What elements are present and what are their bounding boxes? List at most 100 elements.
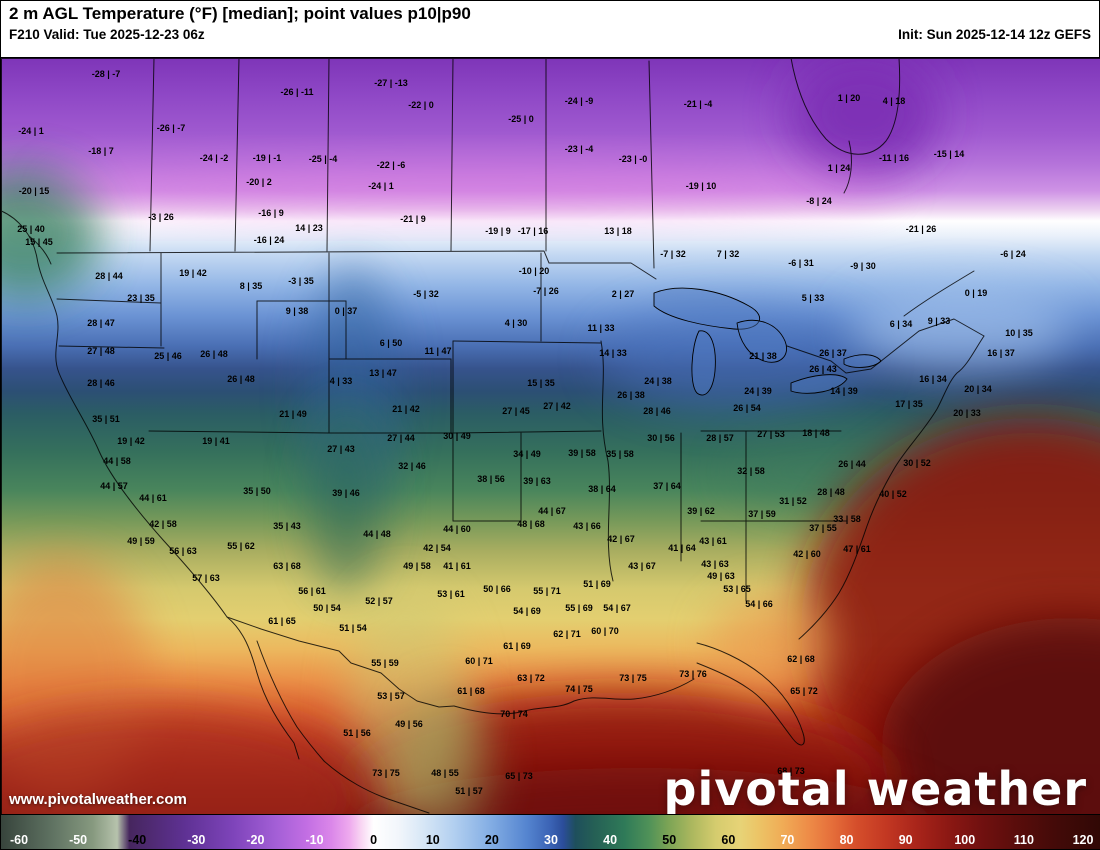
point-value: 27 | 48 <box>87 346 115 356</box>
point-value: 30 | 49 <box>443 431 471 441</box>
point-value: 39 | 63 <box>523 476 551 486</box>
point-value: 43 | 67 <box>628 561 656 571</box>
point-value: 50 | 54 <box>313 603 341 613</box>
watermark-brand: pivotal weather <box>663 762 1087 816</box>
colorbar-tick-label: 30 <box>544 833 558 847</box>
point-value: 51 | 54 <box>339 623 367 633</box>
point-value: -21 | 26 <box>905 224 937 234</box>
map-canvas: -28 | -7 -27 | -13 -26 | -11 -24 | -9 -22 | … <box>1 58 1100 816</box>
colorbar: -60 -50 -40 -30 -20 -10 0 10 20 30 40 50 60 70 80 90 100… <box>1 814 1100 849</box>
point-value: 0 | 37 <box>334 306 358 316</box>
point-value: 38 | 56 <box>477 474 505 484</box>
colorbar-tick-label: 110 <box>1013 833 1034 847</box>
point-value: 53 | 61 <box>437 589 465 599</box>
point-value: 49 | 59 <box>127 536 155 546</box>
point-value: 28 | 48 <box>817 487 845 497</box>
point-value: 63 | 72 <box>517 673 545 683</box>
point-value: 28 | 46 <box>87 378 115 388</box>
point-value: 28 | 57 <box>706 433 734 443</box>
point-value: 65 | 73 <box>505 771 533 781</box>
point-value: 42 | 58 <box>149 519 177 529</box>
point-value: 5 | 33 <box>801 293 825 303</box>
colorbar-ticks: -60 -50 -40 -30 -20 -10 0 10 20 30 40 50 60 70 80 90 100… <box>1 815 1100 850</box>
point-value: 55 | 62 <box>227 541 255 551</box>
point-value: 28 | 46 <box>643 406 671 416</box>
point-value: -19 | -1 <box>252 153 282 163</box>
point-value: 25 | 40 <box>17 224 45 234</box>
point-value: 11 | 47 <box>424 346 452 356</box>
point-value: 28 | 44 <box>95 271 123 281</box>
point-value: -11 | 16 <box>878 153 910 163</box>
point-value: 49 | 63 <box>707 571 735 581</box>
valid-time-label: F210 Valid: Tue 2025-12-23 06z <box>9 27 205 42</box>
point-value: 32 | 58 <box>737 466 765 476</box>
point-value: 51 | 57 <box>455 786 483 796</box>
init-time-label: Init: Sun 2025-12-14 12z GEFS <box>898 27 1091 42</box>
point-value: -24 | 1 <box>368 181 394 191</box>
point-value: 23 | 35 <box>127 293 155 303</box>
point-value: 1 | 20 <box>837 93 861 103</box>
point-value: -19 | 10 <box>685 181 717 191</box>
point-value: 20 | 34 <box>964 384 992 394</box>
point-value: -3 | 26 <box>148 212 174 222</box>
point-value: -16 | 24 <box>253 235 285 245</box>
point-value: 1 | 24 <box>827 163 851 173</box>
point-value: 34 | 49 <box>513 449 541 459</box>
point-value: 51 | 69 <box>583 579 611 589</box>
point-value: 14 | 39 <box>830 386 858 396</box>
temperature-anomaly-blobs <box>1 58 1100 816</box>
colorbar-tick-label: 0 <box>370 833 378 847</box>
point-value: 33 | 58 <box>833 514 861 524</box>
point-value: 17 | 35 <box>895 399 923 409</box>
point-value: 62 | 68 <box>787 654 815 664</box>
point-value: 6 | 34 <box>889 319 913 329</box>
point-value: 4 | 18 <box>882 96 906 106</box>
point-value: 19 | 42 <box>117 436 145 446</box>
point-value: 73 | 75 <box>619 673 647 683</box>
point-value: 44 | 48 <box>363 529 391 539</box>
colorbar-tick-label: 20 <box>484 833 499 847</box>
point-value: 9 | 33 <box>927 316 951 326</box>
point-value: -24 | 1 <box>18 126 44 136</box>
point-value: -8 | 24 <box>806 196 832 206</box>
point-value: -17 | 16 <box>517 226 549 236</box>
point-value: 38 | 64 <box>588 484 616 494</box>
point-value: 55 | 59 <box>371 658 399 668</box>
point-value: 42 | 54 <box>423 543 451 553</box>
temperature-field <box>1 58 1100 816</box>
point-value: -9 | 30 <box>850 261 876 271</box>
point-value: 54 | 67 <box>603 603 631 613</box>
point-values-layer: -28 | -7 -27 | -13 -26 | -11 -24 | -9 -22 | … <box>1 58 1100 816</box>
point-value: 37 | 55 <box>809 523 837 533</box>
watermark-url: www.pivotalweather.com <box>9 791 187 808</box>
point-value: -10 | 20 <box>518 266 550 276</box>
point-value: 27 | 43 <box>327 444 355 454</box>
point-value: -23 | -4 <box>564 144 594 154</box>
colorbar-tick-label: -30 <box>187 833 206 847</box>
point-value: 44 | 57 <box>100 481 128 491</box>
point-value: -6 | 31 <box>788 258 814 268</box>
point-value: -26 | -7 <box>156 123 186 133</box>
point-value: 26 | 54 <box>733 403 761 413</box>
point-value: -19 | 9 <box>485 226 511 236</box>
point-value: 48 | 68 <box>517 519 545 529</box>
colorbar-tick-label: -10 <box>305 833 324 847</box>
geography-borders <box>1 58 1100 816</box>
point-value: 61 | 65 <box>268 616 296 626</box>
point-value: 37 | 59 <box>748 509 776 519</box>
point-value: 15 | 45 <box>25 237 53 247</box>
point-value: 19 | 41 <box>202 436 230 446</box>
point-value: 74 | 75 <box>565 684 593 694</box>
colorbar-tick-label: -50 <box>69 833 88 847</box>
point-value: -22 | 0 <box>408 100 434 110</box>
point-value: 14 | 23 <box>295 223 323 233</box>
point-value: -28 | -7 <box>91 69 121 79</box>
point-value: 49 | 58 <box>403 561 431 571</box>
point-value: 57 | 63 <box>192 573 220 583</box>
point-value: 37 | 64 <box>653 481 681 491</box>
point-value: -23 | -0 <box>618 154 648 164</box>
point-value: 55 | 69 <box>565 603 593 613</box>
point-value: -25 | 0 <box>508 114 534 124</box>
point-value: 24 | 39 <box>744 386 772 396</box>
